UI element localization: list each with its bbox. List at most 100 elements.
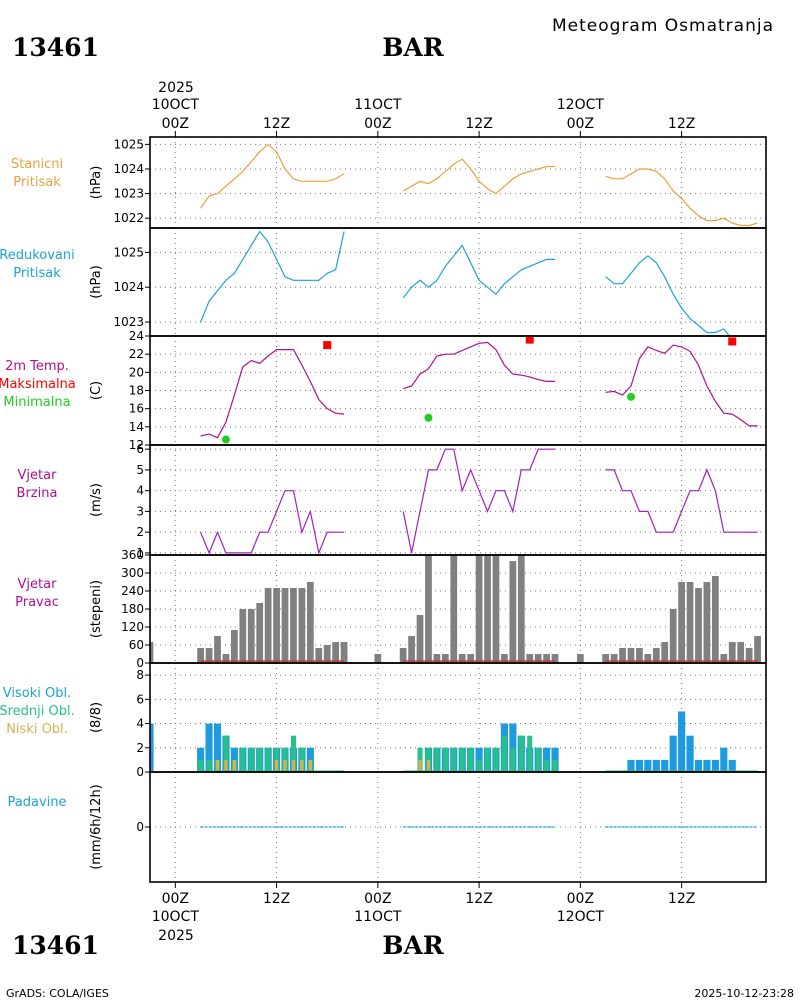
wind-direction-bar bbox=[256, 603, 264, 663]
panel-label: Vjetar bbox=[18, 468, 58, 483]
wind-direction-bar bbox=[205, 648, 213, 663]
y-tick-label: 300 bbox=[121, 566, 144, 580]
mid-cloud-bar bbox=[468, 747, 474, 772]
wind-direction-bar bbox=[602, 654, 610, 663]
wind-direction-bar bbox=[644, 654, 652, 663]
day-hour-label-top: 00Z bbox=[567, 116, 594, 132]
wind-direction-bar bbox=[197, 648, 205, 663]
mid-hour-label-top: 12Z bbox=[465, 116, 492, 132]
panel-temperature bbox=[200, 336, 758, 444]
low-cloud-bar bbox=[283, 759, 287, 772]
mid-cloud-bar bbox=[240, 747, 246, 772]
wind-direction-bar bbox=[458, 654, 466, 663]
panel-label: Redukovani bbox=[0, 248, 75, 263]
day-hour-label-bottom: 00Z bbox=[364, 891, 391, 907]
panel-label: Padavine bbox=[8, 795, 67, 810]
y-tick-label: 8 bbox=[136, 668, 144, 682]
high-cloud-bar bbox=[150, 723, 154, 772]
wind-direction-bar bbox=[711, 576, 719, 663]
pressure-line bbox=[402, 158, 555, 195]
wind-direction-bar bbox=[239, 609, 247, 663]
panel-wind_direction bbox=[150, 555, 761, 663]
mid-cloud-bar bbox=[527, 735, 533, 772]
y-tick-label: 4 bbox=[136, 484, 144, 498]
high-cloud-bar bbox=[703, 759, 711, 772]
wind-direction-bar bbox=[754, 636, 761, 663]
plot-area: 1022102310241025(hPa)StanicniPritisak102… bbox=[0, 97, 767, 925]
wind-direction-bar bbox=[408, 636, 415, 663]
wind-direction-bar bbox=[501, 654, 508, 663]
y-tick-label: 1 bbox=[136, 546, 144, 560]
year-label-bottom: 2025 bbox=[158, 928, 194, 944]
mid-cloud-bar bbox=[451, 747, 457, 772]
y-tick-label: 2 bbox=[136, 525, 144, 539]
wind-direction-bar bbox=[399, 648, 407, 663]
mid-cloud-bar bbox=[544, 759, 550, 772]
wind-direction-bar bbox=[374, 654, 382, 663]
wind-direction-bar bbox=[627, 648, 635, 663]
wind-direction-bar bbox=[298, 588, 306, 663]
panel-frame bbox=[149, 444, 767, 556]
mid-cloud-bar bbox=[257, 747, 263, 772]
wind-direction-bar bbox=[247, 609, 255, 663]
wind-direction-bar bbox=[306, 582, 314, 663]
wind-direction-bar bbox=[737, 642, 745, 663]
y-tick-label: 240 bbox=[121, 584, 144, 598]
panel-reduced_pressure bbox=[200, 230, 731, 336]
high-cloud-bar bbox=[669, 735, 677, 772]
y-tick-label: 0 bbox=[136, 656, 144, 670]
day-hour-label-top: 00Z bbox=[162, 116, 189, 132]
low-cloud-bar bbox=[274, 759, 279, 772]
y-tick-label: 3 bbox=[136, 504, 144, 518]
low-cloud-bar bbox=[291, 759, 296, 772]
pressure-line bbox=[200, 143, 345, 209]
panel-label: 2m Temp. bbox=[5, 359, 69, 374]
high-cloud-bar bbox=[661, 759, 669, 772]
mid-cloud-bar bbox=[265, 747, 271, 772]
panel-label: Minimalna bbox=[3, 395, 70, 410]
wind-direction-bar bbox=[686, 582, 694, 663]
wind-direction-bar bbox=[425, 555, 432, 663]
panel-label: Brzina bbox=[17, 486, 58, 501]
temperature-line bbox=[605, 344, 758, 427]
y-axis-label: (m/s) bbox=[89, 483, 104, 517]
wind-direction-bar bbox=[678, 582, 685, 663]
high-cloud-bar bbox=[627, 759, 635, 772]
y-tick-label: 18 bbox=[129, 384, 144, 398]
temperature-line bbox=[403, 341, 555, 390]
station-id-top: 13461 bbox=[12, 33, 99, 62]
wind-direction-bar bbox=[264, 588, 272, 663]
meteogram-subtitle: Meteogram Osmatranja bbox=[552, 16, 774, 36]
mid-hour-label-top: 12Z bbox=[263, 116, 290, 132]
wind-direction-bar bbox=[484, 555, 491, 663]
tmax-marker bbox=[323, 341, 332, 350]
high-cloud-bar bbox=[711, 759, 719, 772]
mid-cloud-bar bbox=[493, 747, 499, 772]
y-tick-label: 1025 bbox=[113, 137, 144, 151]
wind-direction-bar bbox=[543, 654, 550, 663]
wind_speed-line bbox=[402, 448, 555, 554]
wind_speed-line bbox=[200, 490, 345, 555]
tmin-marker bbox=[221, 435, 230, 444]
wind-direction-bar bbox=[340, 642, 348, 663]
high-cloud-bar bbox=[728, 759, 736, 772]
day-date-label-bottom: 10OCT bbox=[152, 909, 200, 925]
mid-cloud-bar bbox=[510, 747, 516, 772]
year-label-top: 2025 bbox=[158, 80, 194, 96]
wind-direction-bar bbox=[273, 588, 280, 663]
high-cloud-bar bbox=[644, 759, 652, 772]
station-name-bottom: BAR bbox=[382, 931, 444, 960]
wind-direction-bar bbox=[534, 654, 542, 663]
y-tick-label: 0 bbox=[136, 765, 144, 779]
panel-frame bbox=[149, 771, 767, 883]
panel-frame bbox=[149, 136, 767, 229]
y-axis-label: (C) bbox=[89, 381, 104, 400]
y-tick-label: 60 bbox=[129, 638, 144, 652]
data-layer bbox=[150, 143, 761, 828]
y-tick-label: 2 bbox=[136, 741, 144, 755]
wind-direction-bar bbox=[467, 654, 475, 663]
day-hour-label-top: 00Z bbox=[364, 116, 391, 132]
wind-direction-bar bbox=[214, 636, 221, 663]
low-cloud-bar bbox=[215, 759, 220, 772]
y-axis-label: (8/8) bbox=[89, 702, 104, 733]
